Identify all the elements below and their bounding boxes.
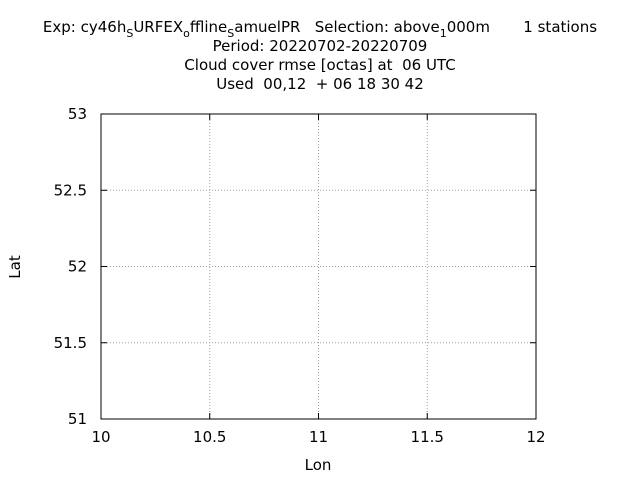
y-tick-labels: 51 51.5 52 52.5 53 bbox=[54, 105, 87, 428]
chart-title-line-3: Cloud cover rmse [octas] at 06 UTC bbox=[184, 56, 456, 74]
title-sub-1: S bbox=[126, 27, 134, 40]
y-axis-label: Lat bbox=[6, 255, 24, 279]
chart-title-line-4: Used 00,12 + 06 18 30 42 bbox=[216, 75, 424, 93]
y-tick-label: 52 bbox=[68, 258, 87, 276]
x-axis-label: Lon bbox=[305, 456, 332, 474]
y-tick-label: 52.5 bbox=[54, 181, 87, 199]
chart-title-line-1: Exp: cy46hSURFEXofflineSamuelPR Selectio… bbox=[0, 18, 640, 40]
x-tick-label: 10 bbox=[91, 428, 110, 446]
y-tick-label: 51.5 bbox=[54, 334, 87, 352]
x-tick-label: 11 bbox=[309, 428, 328, 446]
title-part-4: amuelPR Selection: above bbox=[234, 18, 440, 36]
title-part-2: URFEX bbox=[133, 18, 184, 36]
grid-lines bbox=[101, 114, 536, 419]
y-tick-label: 53 bbox=[68, 105, 87, 123]
title-sub-2: o bbox=[183, 27, 190, 40]
title-part-3: ffline bbox=[189, 18, 228, 36]
title-part-1: Exp: cy46h bbox=[42, 18, 127, 36]
x-tick-label: 10.5 bbox=[193, 428, 226, 446]
chart-title-line-2: Period: 20220702-20220709 bbox=[212, 37, 428, 55]
title-sub-4: 1 bbox=[439, 27, 447, 40]
y-tick-label: 51 bbox=[68, 410, 87, 428]
x-tick-label: 11.5 bbox=[411, 428, 444, 446]
title-sub-3: S bbox=[227, 27, 235, 40]
axis-ticks bbox=[100, 113, 537, 420]
title-part-5: 000m 1 stations bbox=[446, 18, 598, 36]
x-tick-labels: 10 10.5 11 11.5 12 bbox=[91, 428, 545, 446]
x-tick-label: 12 bbox=[526, 428, 545, 446]
